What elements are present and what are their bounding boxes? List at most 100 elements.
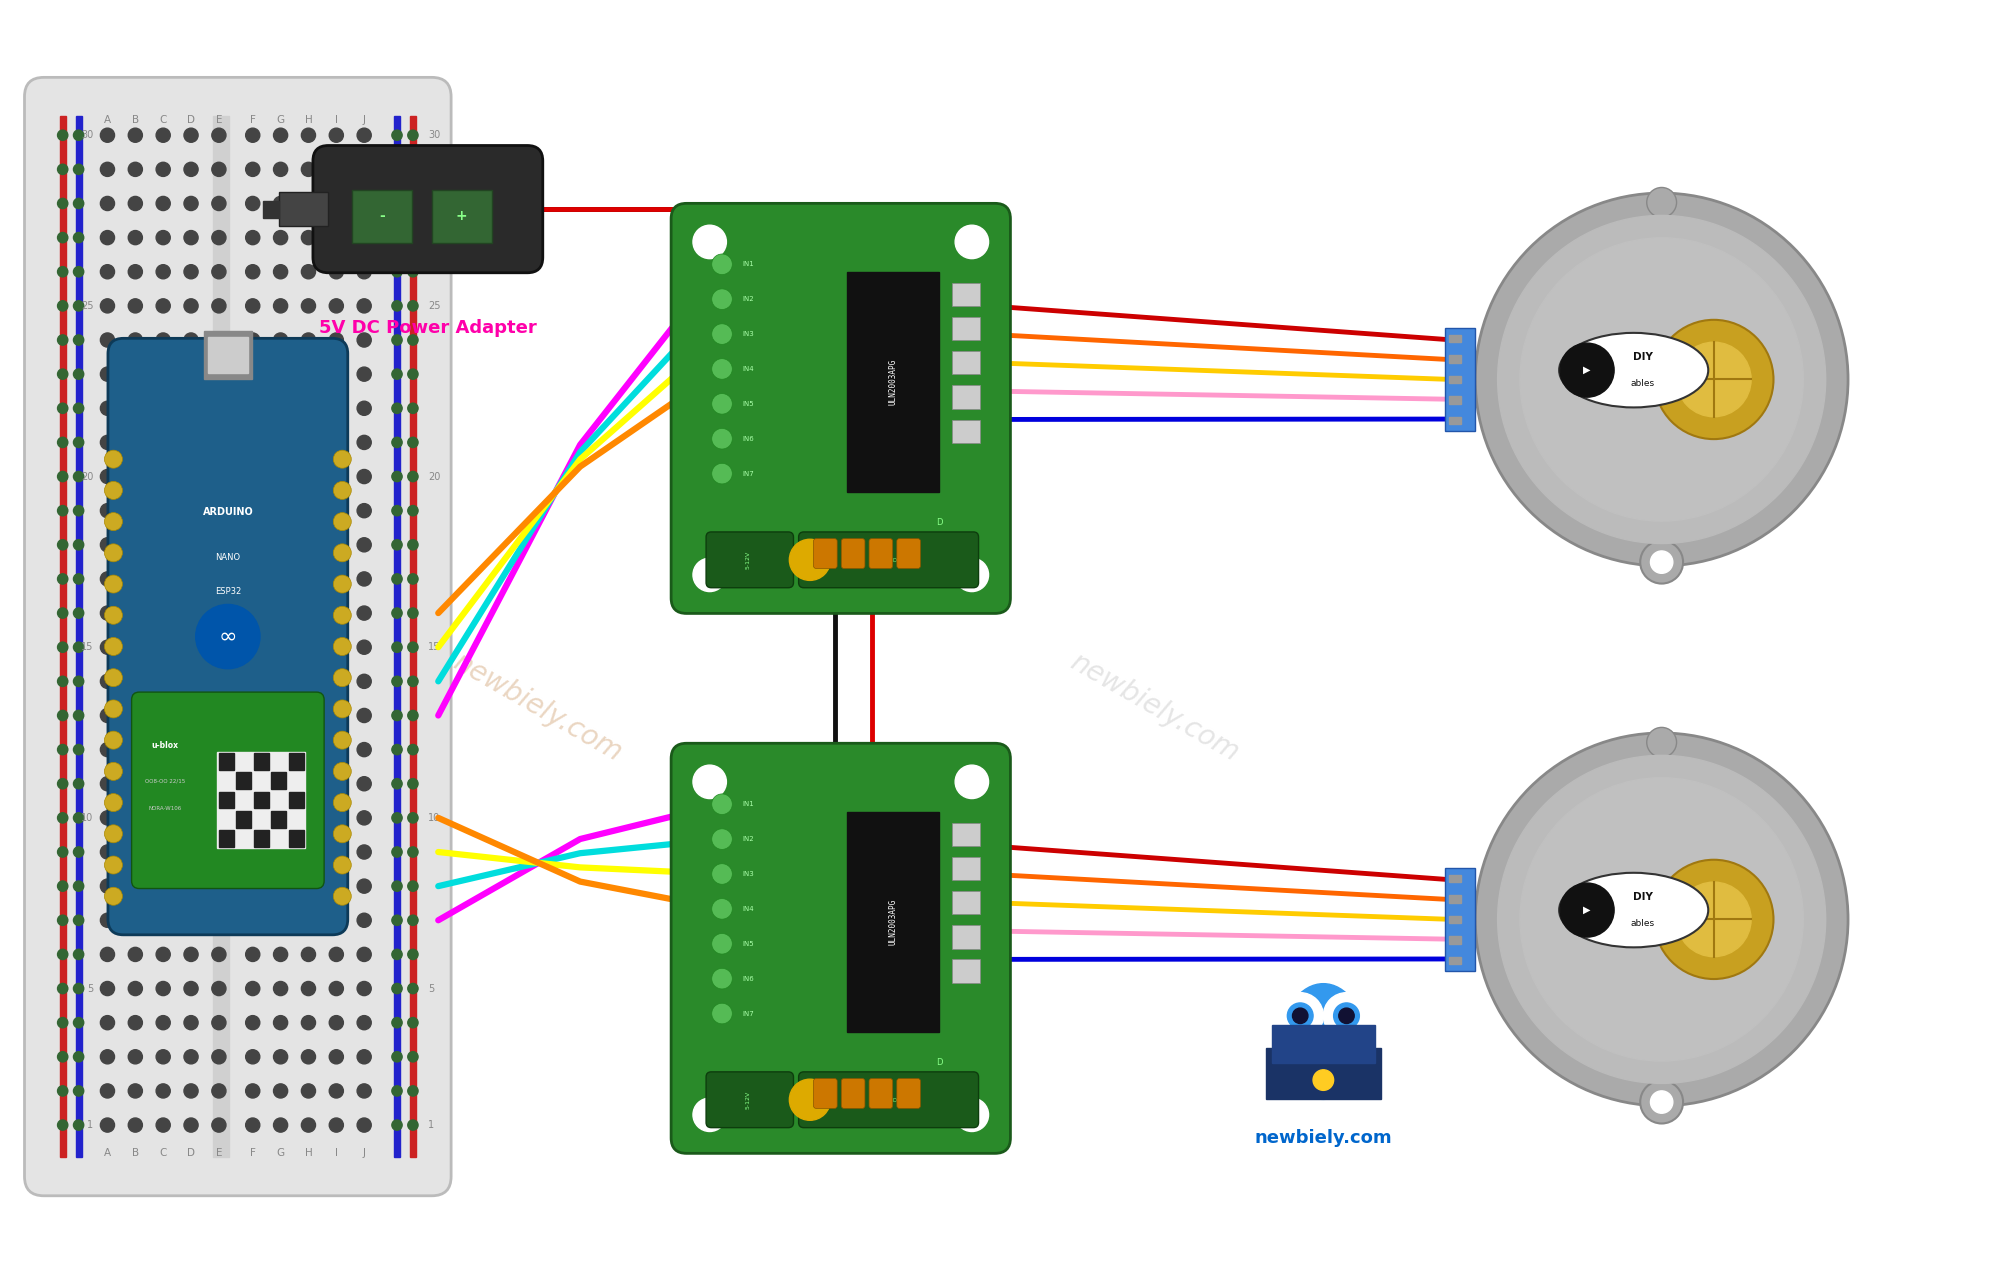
Circle shape	[74, 676, 84, 687]
Circle shape	[712, 899, 732, 919]
Text: IN5: IN5	[742, 941, 754, 946]
Circle shape	[245, 948, 261, 962]
Circle shape	[99, 230, 115, 244]
Circle shape	[99, 504, 115, 518]
Text: D: D	[935, 518, 943, 527]
Circle shape	[103, 544, 123, 562]
Circle shape	[211, 913, 227, 927]
Text: ULN2003APG: ULN2003APG	[889, 359, 897, 405]
Text: J: J	[362, 114, 366, 125]
Circle shape	[332, 450, 352, 468]
Circle shape	[58, 847, 68, 858]
Circle shape	[300, 265, 316, 279]
Circle shape	[211, 230, 227, 244]
Circle shape	[99, 777, 115, 791]
Bar	[951, 856, 979, 880]
Text: 15: 15	[82, 642, 93, 652]
Circle shape	[300, 981, 316, 995]
Circle shape	[58, 1085, 68, 1096]
Circle shape	[408, 1052, 418, 1062]
Circle shape	[74, 403, 84, 413]
Circle shape	[272, 504, 288, 518]
Circle shape	[392, 813, 402, 823]
Circle shape	[183, 1084, 199, 1098]
Text: D: D	[935, 1057, 943, 1066]
Circle shape	[328, 1049, 344, 1064]
Bar	[1448, 936, 1460, 944]
Circle shape	[408, 949, 418, 959]
Circle shape	[1653, 860, 1772, 979]
Circle shape	[58, 642, 68, 652]
Circle shape	[332, 544, 352, 562]
Circle shape	[99, 880, 115, 894]
Circle shape	[127, 436, 143, 450]
Circle shape	[211, 197, 227, 211]
FancyBboxPatch shape	[869, 539, 893, 568]
Circle shape	[392, 916, 402, 926]
Circle shape	[183, 230, 199, 244]
Circle shape	[155, 777, 171, 791]
Circle shape	[408, 369, 418, 379]
Circle shape	[74, 233, 84, 243]
Circle shape	[211, 777, 227, 791]
Circle shape	[103, 887, 123, 905]
Circle shape	[392, 505, 402, 516]
Text: NORA-W106: NORA-W106	[149, 806, 181, 811]
Circle shape	[183, 742, 199, 756]
Circle shape	[712, 968, 732, 989]
Circle shape	[245, 845, 261, 859]
Text: ▶: ▶	[1583, 905, 1589, 916]
Circle shape	[183, 538, 199, 552]
Text: 25: 25	[428, 301, 440, 311]
Circle shape	[408, 847, 418, 858]
FancyBboxPatch shape	[798, 1071, 979, 1128]
Circle shape	[332, 824, 352, 842]
Bar	[219, 792, 233, 809]
Circle shape	[300, 129, 316, 143]
Text: D: D	[187, 114, 195, 125]
Circle shape	[692, 1098, 726, 1132]
Circle shape	[392, 574, 402, 584]
Circle shape	[211, 572, 227, 586]
Circle shape	[183, 436, 199, 450]
Circle shape	[245, 367, 261, 381]
Circle shape	[392, 266, 402, 276]
Circle shape	[328, 162, 344, 176]
Circle shape	[408, 165, 418, 175]
Circle shape	[272, 810, 288, 824]
Circle shape	[58, 916, 68, 926]
Circle shape	[408, 1017, 418, 1028]
Circle shape	[155, 742, 171, 756]
Circle shape	[245, 1016, 261, 1030]
Circle shape	[211, 298, 227, 312]
Circle shape	[300, 709, 316, 723]
Text: 1: 1	[88, 1120, 93, 1130]
Text: 5V DC Power Adapter: 5V DC Power Adapter	[318, 319, 537, 337]
Bar	[217, 752, 304, 849]
Circle shape	[155, 538, 171, 552]
Circle shape	[245, 1118, 261, 1132]
Circle shape	[103, 763, 123, 781]
Bar	[288, 792, 304, 809]
Circle shape	[211, 845, 227, 859]
Circle shape	[328, 640, 344, 655]
Circle shape	[127, 606, 143, 620]
Circle shape	[74, 608, 84, 619]
Circle shape	[127, 709, 143, 723]
Circle shape	[127, 572, 143, 586]
Circle shape	[245, 572, 261, 586]
Circle shape	[356, 504, 372, 518]
Circle shape	[127, 913, 143, 927]
Circle shape	[408, 1085, 418, 1096]
Text: NANO: NANO	[215, 553, 241, 562]
Circle shape	[155, 674, 171, 688]
Bar	[410, 116, 416, 1157]
Bar	[951, 926, 979, 949]
Circle shape	[356, 674, 372, 688]
Circle shape	[1277, 993, 1323, 1039]
Circle shape	[58, 710, 68, 720]
Circle shape	[74, 1120, 84, 1130]
Circle shape	[300, 401, 316, 415]
Text: E: E	[215, 114, 223, 125]
Circle shape	[356, 129, 372, 143]
